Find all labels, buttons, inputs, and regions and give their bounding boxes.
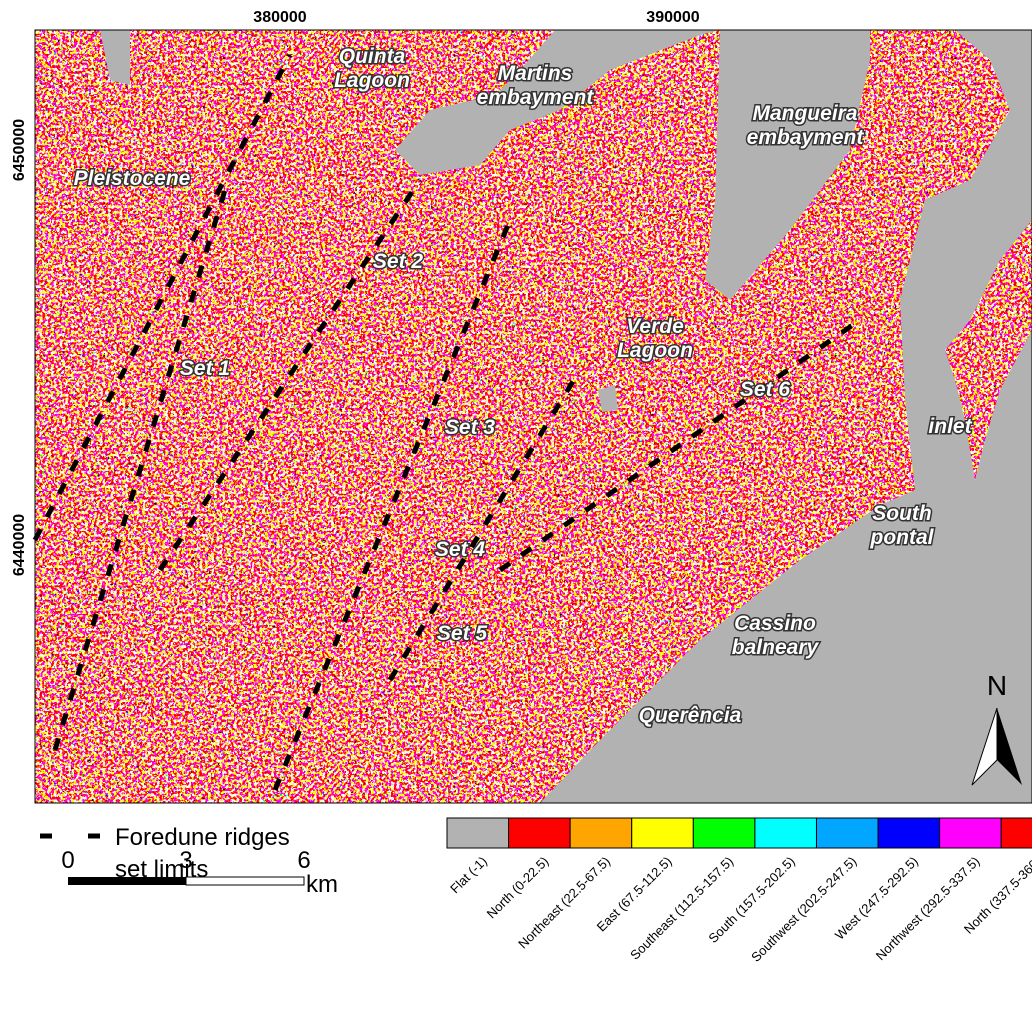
place-label: Pleistocene [74, 167, 191, 190]
color-swatch [509, 818, 571, 848]
class-label: Southwest (202.5-247.5) [748, 854, 859, 965]
class-label: Southeast (112.5-157.5) [627, 854, 736, 963]
color-swatch [632, 818, 694, 848]
place-label: inlet [928, 415, 972, 438]
color-swatch [878, 818, 940, 848]
color-swatch [447, 818, 509, 848]
place-label: Querência [639, 704, 742, 727]
scale-unit: km [306, 871, 338, 898]
coord-label: 380000 [253, 9, 306, 26]
scale-tick: 6 [297, 847, 310, 874]
place-label: Set 2 [373, 250, 424, 273]
north-label: N [987, 670, 1007, 701]
color-swatch [1001, 818, 1032, 848]
map-figure: 380000 390000 6450000 6440000 QuintaLagoon Ma… [0, 0, 1032, 1009]
place-label: Set 1 [180, 357, 230, 380]
class-label: North (0-22.5) [484, 854, 552, 922]
coord-label: 6450000 [11, 119, 28, 181]
scale-tick: 0 [61, 847, 74, 874]
color-swatch [570, 818, 632, 848]
coord-label: 6440000 [11, 514, 28, 576]
class-label: Northwest (292.5-337.5) [873, 854, 983, 964]
color-swatch [693, 818, 755, 848]
place-label: Set 3 [445, 416, 496, 439]
scale-tick: 3 [179, 847, 192, 874]
coord-label: 390000 [646, 9, 699, 26]
color-swatch [816, 818, 878, 848]
class-label: Flat (-1) [447, 854, 490, 897]
color-swatch [940, 818, 1002, 848]
color-swatch [755, 818, 817, 848]
place-label: Set 4 [435, 538, 486, 561]
place-label: Set 5 [437, 622, 488, 645]
place-label: Set 6 [740, 378, 791, 401]
